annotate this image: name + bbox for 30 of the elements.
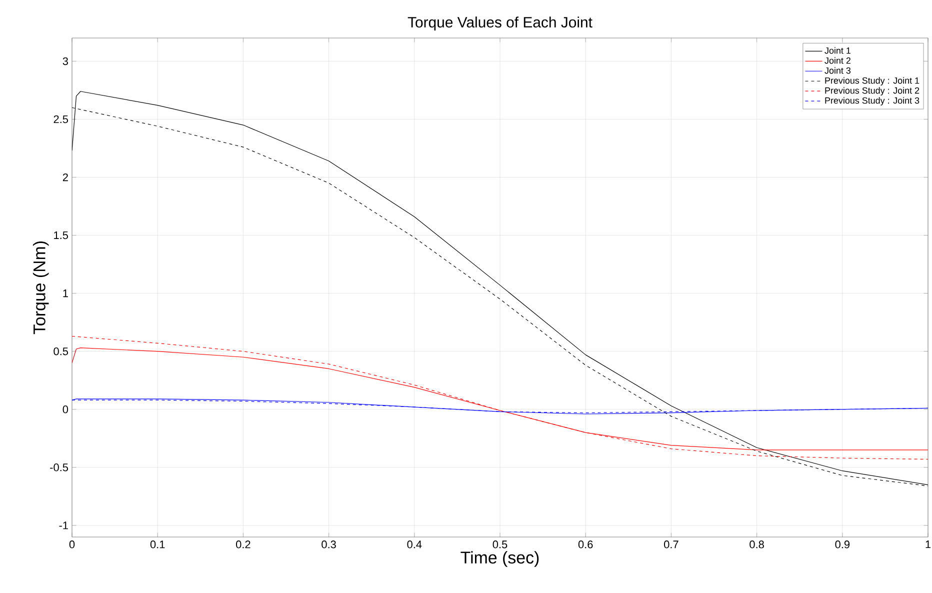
y-axis-title: Torque (Nm) — [32, 242, 49, 334]
x-tick-label: 0.2 — [236, 540, 250, 548]
x-axis-title: Time (sec) — [460, 551, 539, 567]
y-tick-label: 2.5 — [54, 115, 68, 124]
x-tick-label: 0.3 — [322, 540, 336, 548]
y-tick-label: 0.5 — [54, 347, 68, 356]
chart-title: Torque Values of Each Joint — [408, 16, 592, 30]
y-tick-label: 0 — [62, 405, 68, 414]
legend-label: Joint 1 — [824, 47, 850, 54]
legend-label: Previous Study : Joint 2 — [825, 87, 920, 96]
x-tick-label: 0.7 — [664, 540, 678, 548]
x-tick-label: 0.4 — [407, 540, 422, 548]
legend-label: Joint 2 — [824, 57, 850, 64]
y-tick-label: 1 — [63, 290, 68, 298]
legend-label: Joint 3 — [824, 67, 851, 74]
x-tick-label: 0.9 — [835, 540, 850, 548]
x-tick-label: 0 — [69, 540, 75, 548]
line-series — [72, 336, 928, 460]
y-tick-label: 1.5 — [54, 231, 68, 240]
x-tick-label: 0.6 — [578, 540, 593, 548]
y-tick-label: 3 — [62, 57, 68, 66]
x-tick-label: 0.8 — [750, 540, 764, 548]
y-tick-label: -1 — [59, 522, 68, 530]
x-tick-label: 1 — [926, 540, 931, 548]
x-tick-label: 0.5 — [492, 540, 508, 548]
legend-label: Previous Study : Joint 3 — [825, 97, 920, 106]
y-tick-label: 2 — [62, 173, 68, 182]
legend-label: Previous Study : Joint 1 — [825, 77, 920, 86]
y-tick-label: -0.5 — [50, 464, 68, 472]
x-tick-label: 0.1 — [150, 540, 165, 548]
